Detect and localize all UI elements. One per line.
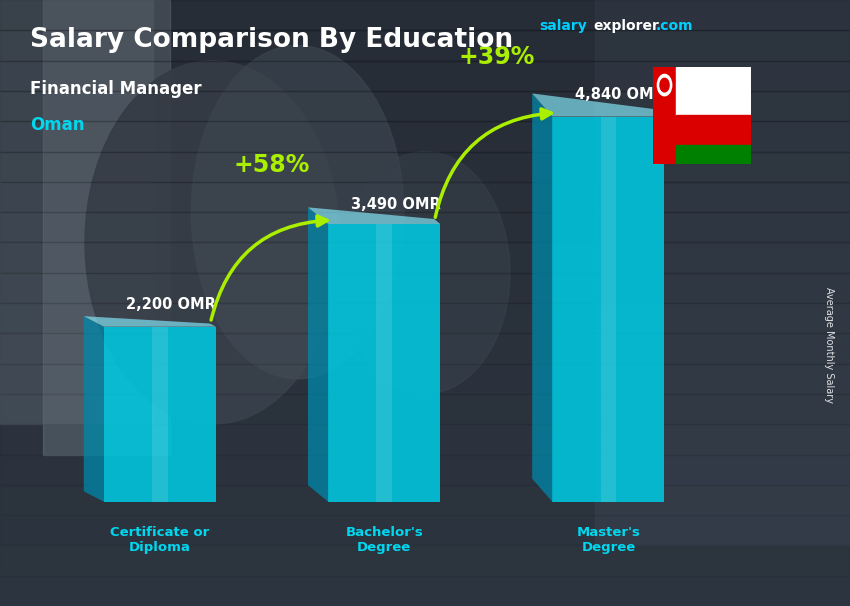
Bar [0, 424, 850, 454]
Circle shape [660, 78, 669, 92]
Polygon shape [104, 327, 216, 502]
Text: explorer: explorer [593, 19, 659, 33]
Bar [677, 145, 751, 164]
Text: Average Monthly Salary: Average Monthly Salary [824, 287, 834, 404]
Bar [0, 0, 153, 424]
Text: +58%: +58% [234, 153, 310, 177]
Polygon shape [328, 224, 440, 502]
Text: Financial Manager: Financial Manager [30, 80, 201, 98]
Bar [0, 545, 850, 576]
Text: 3,490 OMR: 3,490 OMR [350, 197, 440, 212]
Bar [0, 0, 850, 30]
Bar [0, 61, 850, 91]
FancyArrowPatch shape [435, 109, 552, 218]
Bar [0, 333, 850, 364]
Bar [0, 91, 850, 121]
Polygon shape [601, 116, 616, 502]
Bar [653, 67, 677, 164]
Polygon shape [84, 316, 216, 327]
Bar [595, 0, 850, 545]
Bar [0, 394, 850, 424]
Circle shape [657, 75, 672, 96]
Text: Oman: Oman [30, 116, 84, 135]
Bar [42, 0, 170, 454]
Ellipse shape [191, 45, 404, 379]
Polygon shape [377, 224, 392, 502]
Text: Salary Comparison By Education: Salary Comparison By Education [30, 27, 513, 53]
Text: Bachelor's
Degree: Bachelor's Degree [345, 525, 423, 553]
Bar [0, 454, 850, 485]
Bar [0, 212, 850, 242]
FancyArrowPatch shape [211, 216, 327, 320]
Bar [677, 115, 751, 145]
Bar [0, 152, 850, 182]
Polygon shape [152, 327, 167, 502]
Polygon shape [308, 207, 440, 224]
Bar [677, 67, 751, 115]
Bar [0, 576, 850, 606]
Text: Certificate or
Diploma: Certificate or Diploma [110, 525, 210, 553]
Polygon shape [84, 316, 104, 502]
Text: salary: salary [540, 19, 587, 33]
Bar [0, 121, 850, 152]
Polygon shape [532, 93, 665, 116]
Bar [0, 242, 850, 273]
Text: 2,200 OMR: 2,200 OMR [127, 298, 216, 312]
Bar [0, 303, 850, 333]
Polygon shape [532, 93, 552, 502]
Bar [0, 30, 850, 61]
Text: .com: .com [655, 19, 693, 33]
Bar [0, 182, 850, 212]
Polygon shape [308, 207, 328, 502]
Bar [0, 273, 850, 303]
Text: +39%: +39% [458, 45, 535, 68]
Ellipse shape [85, 61, 340, 424]
Ellipse shape [340, 152, 510, 394]
Bar [0, 485, 850, 515]
Text: Master's
Degree: Master's Degree [576, 525, 640, 553]
Bar [0, 364, 850, 394]
Text: 4,840 OMR: 4,840 OMR [575, 87, 665, 102]
Polygon shape [552, 116, 665, 502]
Bar [0, 515, 850, 545]
